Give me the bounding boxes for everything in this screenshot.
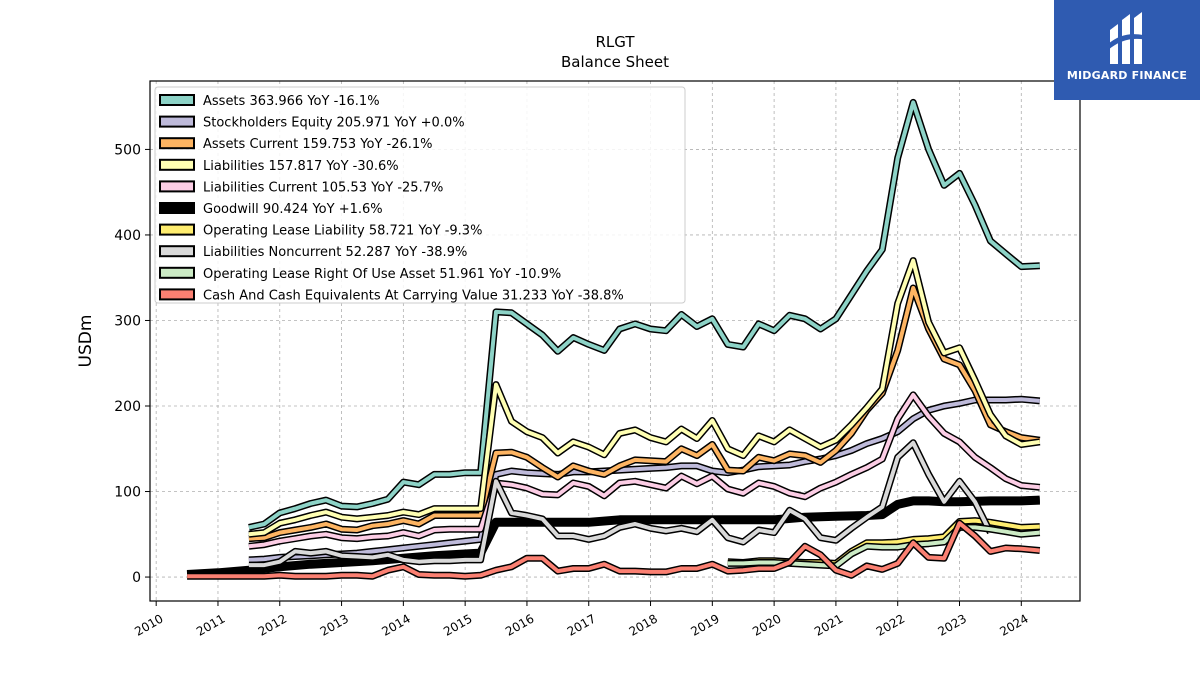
- x-tick-label: 2011: [194, 611, 227, 638]
- midgard-finance-logo: MIDGARD FINANCE: [1054, 0, 1200, 100]
- series-line: [248, 286, 1041, 541]
- legend-swatch: [159, 266, 195, 279]
- legend-swatch: [159, 245, 195, 258]
- legend-label: Liabilities Noncurrent 52.287 YoY -38.9%: [203, 245, 467, 260]
- series-line: [248, 258, 1041, 537]
- series-line: [186, 497, 1040, 578]
- series-lines: [186, 98, 1041, 580]
- y-tick-label: 500: [114, 142, 141, 158]
- legend-swatch: [159, 180, 195, 193]
- y-tick-label: 200: [114, 399, 141, 415]
- x-tick-label: 2015: [441, 611, 474, 638]
- legend-label: Assets Current 159.753 YoY -26.1%: [203, 137, 433, 152]
- x-tick-label: 2020: [750, 611, 783, 638]
- series-line: [248, 392, 1040, 549]
- plot-frame: [149, 80, 1081, 602]
- legend-label: Liabilities 157.817 YoY -30.6%: [203, 159, 399, 174]
- x-tick-label: 2017: [565, 611, 598, 638]
- series-line: [248, 397, 1040, 562]
- legend-swatch: [159, 202, 195, 214]
- legend-swatch: [159, 223, 195, 236]
- x-tick-label: 2016: [503, 611, 536, 638]
- legend-swatch: [159, 94, 195, 106]
- x-tick-label: 2021: [812, 611, 845, 638]
- legend-label: Goodwill 90.424 YoY +1.6%: [203, 202, 383, 217]
- x-tick-label: 2022: [874, 611, 907, 638]
- series-line: [248, 100, 1040, 530]
- legend-frame: [154, 86, 686, 304]
- legend-label: Cash And Cash Equivalents At Carrying Va…: [203, 288, 624, 303]
- legend-label: Liabilities Current 105.53 YoY -25.7%: [203, 180, 443, 195]
- legend: Assets 363.966 YoY -16.1% Stockholders Eq…: [154, 86, 686, 304]
- y-axis-label: USDm: [76, 315, 96, 368]
- legend-swatch: [159, 137, 195, 150]
- chart-subtitle: Balance Sheet: [561, 53, 669, 71]
- legend-swatch: [159, 288, 195, 301]
- y-tick-label: 400: [114, 228, 141, 244]
- x-axis-ticks: 2010 2011 2012 2013 2014 2015 2016 2017 2018 2019…: [132, 601, 1031, 639]
- legend-swatch: [159, 115, 195, 128]
- series-line: [187, 521, 1040, 579]
- legend-swatch: [159, 158, 195, 171]
- y-axis-ticks: 0 100 200 300 400 500: [114, 142, 150, 586]
- logo-text: MIDGARD FINANCE: [1066, 69, 1188, 82]
- legend-label: Assets 363.966 YoY -16.1%: [203, 94, 380, 109]
- x-tick-label: 2014: [379, 611, 412, 638]
- x-tick-label: 2012: [256, 611, 289, 638]
- x-tick-label: 2023: [936, 611, 969, 638]
- legend-label: Operating Lease Right Of Use Asset 51.96…: [203, 267, 561, 282]
- logo-mark-icon: [1108, 12, 1148, 64]
- legend-label: Operating Lease Liability 58.721 YoY -9.…: [203, 224, 482, 239]
- x-tick-label: 2019: [688, 611, 721, 638]
- x-tick-label: 2013: [318, 611, 351, 638]
- y-tick-label: 0: [132, 570, 141, 586]
- x-tick-label: 2024: [997, 611, 1030, 638]
- legend-label: Stockholders Equity 205.971 YoY +0.0%: [203, 116, 465, 131]
- x-tick-label: 2010: [132, 611, 165, 638]
- y-tick-label: 300: [114, 313, 141, 329]
- chart-title: RLGT: [595, 33, 635, 51]
- series-line: [248, 440, 993, 568]
- x-tick-label: 2018: [627, 611, 660, 638]
- y-tick-label: 100: [114, 485, 141, 501]
